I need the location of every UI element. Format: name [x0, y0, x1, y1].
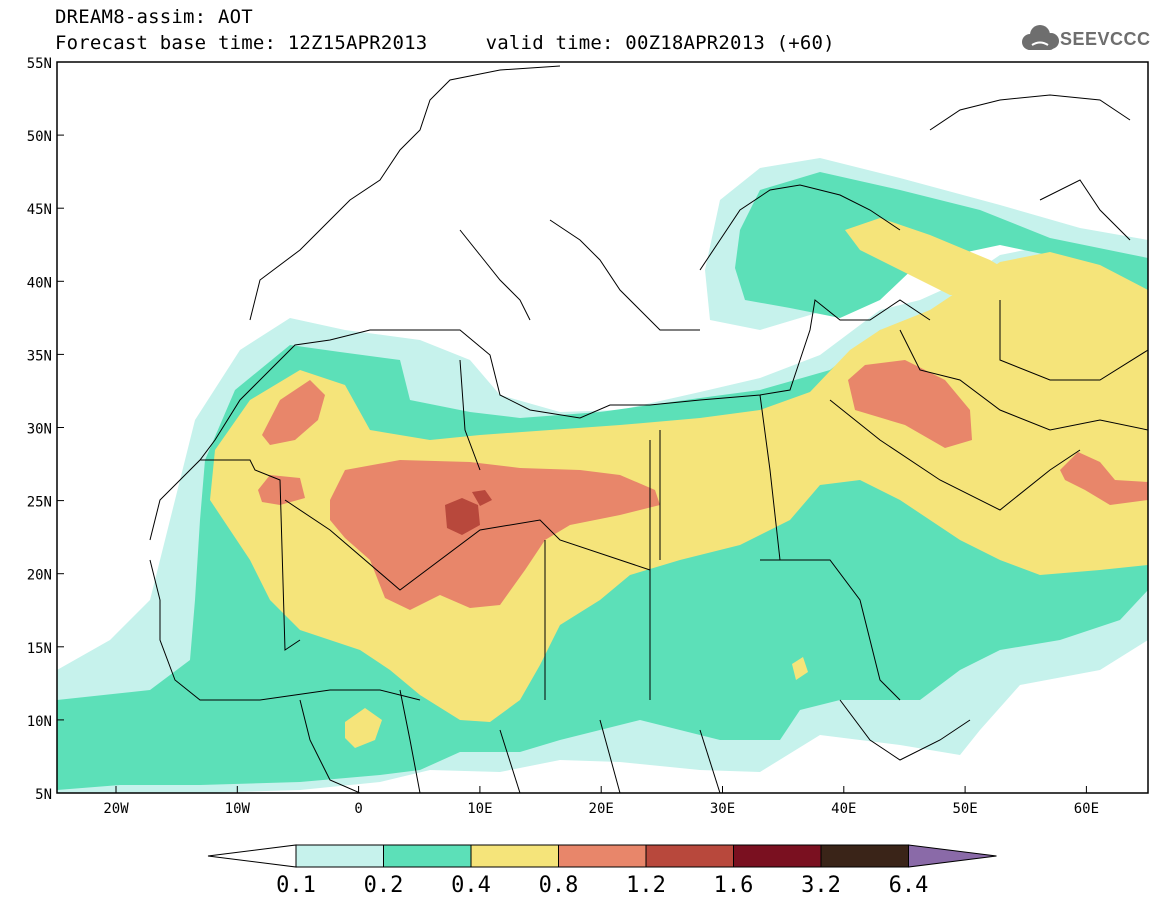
colorbar-swatch: [733, 844, 822, 868]
latitude-label: 50N: [27, 129, 52, 145]
colorbar-swatch: [470, 844, 559, 868]
colorbar-swatch: [383, 844, 472, 868]
longitude-label: 30E: [710, 801, 735, 817]
colorbar-label: 6.4: [889, 873, 929, 898]
longitude-labels: 20W 10W 0 10E 20E 30E 40E 50E 60E: [103, 786, 1099, 817]
latitude-label: 10N: [27, 714, 52, 730]
colorbar-label: 0.2: [364, 873, 404, 898]
forecast-time-line: Forecast base time: 12Z15APR2013 valid t…: [55, 32, 835, 54]
longitude-label: 50E: [952, 801, 977, 817]
aot-level-1-2-area: [445, 498, 480, 535]
latitude-label: 5N: [35, 787, 52, 803]
cloud-icon: [1022, 25, 1059, 50]
colorbar-label: 3.2: [801, 873, 841, 898]
longitude-label: 60E: [1074, 801, 1099, 817]
colorbar-swatch: [820, 844, 909, 868]
aot-contour-fill: [57, 158, 1148, 793]
latitude-label: 45N: [27, 202, 52, 218]
colorbar-swatch: [558, 844, 647, 868]
colorbar-swatch: [295, 844, 384, 868]
logo-text: SEEVCCC: [1060, 29, 1151, 49]
colorbar-label: 1.6: [714, 873, 754, 898]
country-borders: [149, 65, 1148, 793]
latitude-label: 15N: [27, 641, 52, 657]
longitude-label: 10W: [225, 801, 251, 817]
longitude-label: 0: [354, 801, 362, 817]
aot-level-0-8-area: [330, 460, 660, 610]
colorbar: 0.1 0.2 0.4 0.8 1.2 1.6 3.2 6.4: [207, 844, 997, 898]
colorbar-label: 0.1: [276, 873, 316, 898]
colorbar-label: 0.8: [539, 873, 579, 898]
colorbar-swatch: [645, 844, 734, 868]
colorbar-label: 0.4: [451, 873, 491, 898]
colorbar-under-arrow: [207, 844, 297, 868]
longitude-label: 40E: [831, 801, 856, 817]
latitude-labels: 55N 50N 45N 40N 35N 30N 25N 20N 15N 10N 5N: [27, 56, 64, 803]
longitude-label: 10E: [467, 801, 492, 817]
colorbar-over-arrow: [908, 844, 997, 868]
longitude-label: 20W: [103, 801, 129, 817]
latitude-label: 55N: [27, 56, 52, 72]
latitude-label: 30N: [27, 422, 52, 438]
latitude-label: 40N: [27, 275, 52, 291]
colorbar-label: 1.2: [626, 873, 666, 898]
latitude-label: 20N: [27, 568, 52, 584]
map-title: DREAM8-assim: AOT: [55, 6, 253, 28]
longitude-label: 20E: [589, 801, 614, 817]
latitude-label: 25N: [27, 495, 52, 511]
latitude-label: 35N: [27, 348, 52, 364]
